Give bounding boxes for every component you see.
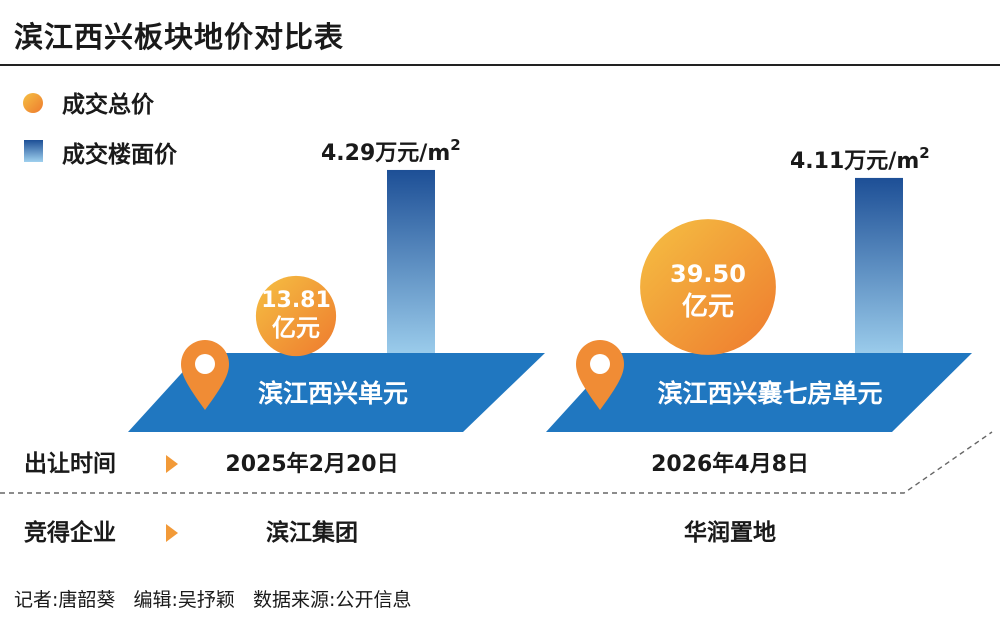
total-price-circle-1 bbox=[255, 275, 337, 357]
title-rule bbox=[0, 64, 1000, 66]
arrow-right-icon bbox=[166, 524, 178, 542]
floor-price-label-2: 4.11万元/m2 bbox=[790, 144, 930, 174]
total-price-value-1: 13.81 bbox=[261, 288, 331, 313]
floor-price-bar-2 bbox=[855, 177, 903, 360]
total-price-circle-2 bbox=[640, 219, 776, 355]
category-label-2: 滨江西兴襄七房单元 bbox=[657, 379, 882, 408]
winning-company-1: 滨江集团 bbox=[266, 519, 358, 546]
floor-price-bar-1 bbox=[387, 169, 435, 360]
legend-floor-price-label: 成交楼面价 bbox=[62, 141, 178, 168]
transfer-date-1: 2025年2月20日 bbox=[225, 451, 398, 477]
platform-2 bbox=[546, 353, 972, 432]
total-price-unit-2: 亿元 bbox=[682, 292, 734, 322]
page-title: 滨江西兴板块地价对比表 bbox=[14, 20, 345, 54]
floor-price-label-1: 4.29万元/m2 bbox=[321, 136, 461, 166]
arrow-right-icon bbox=[166, 455, 178, 473]
total-price-value-2: 39.50 bbox=[670, 260, 746, 288]
location-pin-icon bbox=[181, 340, 229, 410]
platform-1 bbox=[128, 353, 545, 432]
winning-company-2: 华润置地 bbox=[684, 519, 776, 546]
total-price-unit-1: 亿元 bbox=[272, 314, 320, 342]
dashed-divider bbox=[0, 431, 993, 494]
legend-total-price-label: 成交总价 bbox=[62, 91, 155, 118]
legend-floor-price-marker bbox=[24, 140, 43, 162]
category-label-1: 滨江西兴单元 bbox=[258, 379, 408, 408]
footer-credits: 记者:唐韶葵 编辑:吴抒颖 数据来源:公开信息 bbox=[14, 589, 411, 611]
row-label-winning-company: 竞得企业 bbox=[24, 519, 116, 546]
transfer-date-2: 2026年4月8日 bbox=[651, 451, 809, 477]
row-label-transfer-date: 出让时间 bbox=[24, 451, 116, 477]
legend-total-price-marker bbox=[23, 93, 43, 113]
location-pin-icon bbox=[576, 340, 624, 410]
